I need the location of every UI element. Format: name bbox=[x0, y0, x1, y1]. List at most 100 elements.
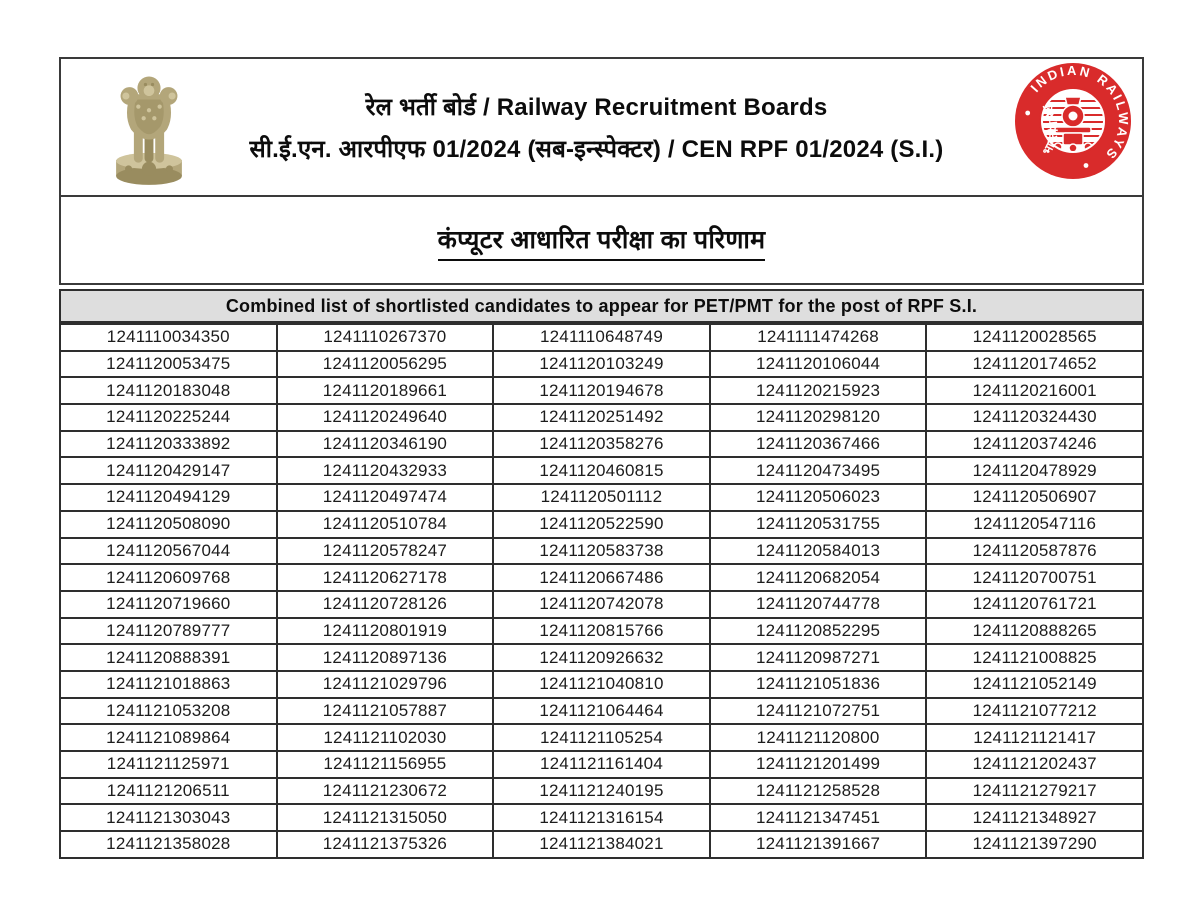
table-row: 1241120494129 1241120497474 1241120501112 1… bbox=[59, 483, 1144, 512]
roll-number-cell: 1241120174652 bbox=[925, 349, 1144, 379]
roll-number-cell: 1241120761721 bbox=[925, 589, 1144, 619]
roll-number-cell: 1241121064464 bbox=[492, 696, 711, 726]
roll-number-cell: 1241121279217 bbox=[925, 776, 1144, 806]
roll-number-cell: 1241120728126 bbox=[275, 589, 495, 619]
roll-number-cell: 1241120531755 bbox=[708, 509, 928, 539]
roll-number-cell: 1241120432933 bbox=[275, 456, 495, 486]
ashoka-emblem-icon bbox=[109, 64, 189, 192]
roll-number-cell: 1241121008825 bbox=[925, 643, 1144, 672]
table-row: 1241120789777 1241120801919 1241120815766 1… bbox=[59, 616, 1144, 646]
roll-number-cell: 1241120510784 bbox=[275, 509, 495, 539]
roll-number-cell: 1241120700751 bbox=[925, 563, 1144, 592]
roll-number-cell: 1241120494129 bbox=[59, 483, 278, 512]
roll-number-cell: 1241120346190 bbox=[275, 429, 495, 459]
shortlist-table-section: Combined list of shortlisted candidates … bbox=[59, 289, 1144, 859]
roll-number-cell: 1241121230672 bbox=[275, 776, 495, 806]
roll-number-cell: 1241120583738 bbox=[492, 536, 711, 566]
roll-number-cell: 1241120609768 bbox=[59, 563, 278, 592]
roll-number-cell: 1241120429147 bbox=[59, 456, 278, 486]
roll-number-cell: 1241120298120 bbox=[708, 403, 928, 432]
roll-number-cell: 1241120183048 bbox=[59, 376, 278, 406]
roll-number-cell: 1241120225244 bbox=[59, 403, 278, 432]
roll-number-cell: 1241120473495 bbox=[708, 456, 928, 486]
roll-number-cell: 1241120028565 bbox=[925, 323, 1144, 352]
roll-number-cell: 1241121040810 bbox=[492, 669, 711, 699]
roll-number-cell: 1241110267370 bbox=[275, 323, 495, 352]
roll-number-cell: 1241121057887 bbox=[275, 696, 495, 726]
roll-number-cell: 1241120324430 bbox=[925, 403, 1144, 432]
roll-number-cell: 1241121053208 bbox=[59, 696, 278, 726]
roll-number-cell: 1241120682054 bbox=[708, 563, 928, 592]
roll-number-cell: 1241120189661 bbox=[275, 376, 495, 406]
roll-number-cell: 1241121156955 bbox=[275, 750, 495, 779]
table-row: 1241121206511 1241121230672 1241121240195 1… bbox=[59, 776, 1144, 806]
table-row: 1241120183048 1241120189661 1241120194678 1… bbox=[59, 376, 1144, 406]
table-row: 1241120429147 1241120432933 1241120460815 1… bbox=[59, 456, 1144, 486]
exam-result-title: कंप्यूटर आधारित परीक्षा का परिणाम bbox=[437, 222, 766, 261]
roll-number-cell: 1241120888391 bbox=[59, 643, 278, 672]
roll-number-cell: 1241120547116 bbox=[925, 509, 1144, 539]
roll-number-cell: 1241120926632 bbox=[492, 643, 711, 672]
svg-text:भारतीय रेल: भारतीय रेल bbox=[1039, 101, 1060, 158]
roll-number-cell: 1241120987271 bbox=[708, 643, 928, 672]
table-row: 1241121018863 1241121029796 1241121040810 1… bbox=[59, 669, 1144, 699]
table-caption: Combined list of shortlisted candidates … bbox=[59, 289, 1144, 323]
table-row: 1241120333892 1241120346190 1241120358276 1… bbox=[59, 429, 1144, 459]
table-row: 1241120508090 1241120510784 1241120522590 1… bbox=[59, 509, 1144, 539]
roll-number-cell: 1241120667486 bbox=[492, 563, 711, 592]
roll-number-cell: 1241120106044 bbox=[708, 349, 928, 379]
roll-number-cell: 1241121375326 bbox=[275, 830, 495, 859]
table-row: 1241120567044 1241120578247 1241120583738 1… bbox=[59, 536, 1144, 566]
table-row: 1241121053208 1241121057887 1241121064464 1… bbox=[59, 696, 1144, 726]
roll-number-cell: 1241120506907 bbox=[925, 483, 1144, 512]
roll-number-cell: 1241121105254 bbox=[492, 723, 711, 752]
roll-number-cell: 1241120460815 bbox=[492, 456, 711, 486]
roll-number-cell: 1241120888265 bbox=[925, 616, 1144, 646]
roll-number-cell: 1241121384021 bbox=[492, 830, 711, 859]
masthead: रेल भर्ती बोर्ड / Railway Recruitment Bo… bbox=[61, 59, 1142, 197]
roll-number-cell: 1241120744778 bbox=[708, 589, 928, 619]
roll-number-cell: 1241121072751 bbox=[708, 696, 928, 726]
roll-number-cell: 1241120374246 bbox=[925, 429, 1144, 459]
roll-number-cell: 1241121303043 bbox=[59, 803, 278, 833]
roll-number-cell: 1241120897136 bbox=[275, 643, 495, 672]
cen-subtitle: सी.ई.एन. आरपीएफ 01/2024 (सब-इन्स्पेक्टर)… bbox=[249, 135, 944, 163]
table-row: 1241110034350 1241110267370 1241110648749 1… bbox=[59, 323, 1144, 352]
roll-number-cell: 1241120567044 bbox=[59, 536, 278, 566]
roll-number-cell: 1241120506023 bbox=[708, 483, 928, 512]
table-row: 1241120609768 1241120627178 1241120667486 1… bbox=[59, 563, 1144, 592]
roll-number-cell: 1241121315050 bbox=[275, 803, 495, 833]
roll-number-cell: 1241121206511 bbox=[59, 776, 278, 806]
roll-number-cell: 1241121120800 bbox=[708, 723, 928, 752]
roll-number-table: 1241110034350 1241110267370 1241110648749 1… bbox=[59, 323, 1144, 859]
roll-number-cell: 1241121347451 bbox=[708, 803, 928, 833]
roll-number-cell: 1241120216001 bbox=[925, 376, 1144, 406]
table-row: 1241121358028 1241121375326 1241121384021 1… bbox=[59, 830, 1144, 859]
roll-number-cell: 1241121052149 bbox=[925, 669, 1144, 699]
document-header: रेल भर्ती बोर्ड / Railway Recruitment Bo… bbox=[59, 57, 1144, 285]
roll-number-cell: 1241120852295 bbox=[708, 616, 928, 646]
table-row: 1241121125971 1241121156955 1241121161404 1… bbox=[59, 750, 1144, 779]
roll-number-cell: 1241120497474 bbox=[275, 483, 495, 512]
table-row: 1241120719660 1241120728126 1241120742078 1… bbox=[59, 589, 1144, 619]
roll-number-cell: 1241121018863 bbox=[59, 669, 278, 699]
roll-number-cell: 1241120627178 bbox=[275, 563, 495, 592]
roll-number-cell: 1241120358276 bbox=[492, 429, 711, 459]
roll-number-cell: 1241121316154 bbox=[492, 803, 711, 833]
roll-number-cell: 1241120508090 bbox=[59, 509, 278, 539]
roll-number-cell: 1241110648749 bbox=[492, 323, 711, 352]
roll-number-cell: 1241111474268 bbox=[708, 323, 928, 352]
roll-number-cell: 1241120333892 bbox=[59, 429, 278, 459]
table-row: 1241121303043 1241121315050 1241121316154 1… bbox=[59, 803, 1144, 833]
roll-number-cell: 1241120578247 bbox=[275, 536, 495, 566]
roll-number-table-body: 1241110034350 1241110267370 1241110648749 1… bbox=[59, 323, 1144, 859]
roll-number-cell: 1241120251492 bbox=[492, 403, 711, 432]
roll-number-cell: 1241121397290 bbox=[925, 830, 1144, 859]
roll-number-cell: 1241120719660 bbox=[59, 589, 278, 619]
roll-number-cell: 1241120815766 bbox=[492, 616, 711, 646]
section-title-row: कंप्यूटर आधारित परीक्षा का परिणाम bbox=[61, 199, 1142, 283]
roll-number-cell: 1241120103249 bbox=[492, 349, 711, 379]
roll-number-cell: 1241120478929 bbox=[925, 456, 1144, 486]
indian-railways-logo-icon: INDIAN RAILWAYS भारतीय रेल bbox=[1013, 61, 1133, 181]
